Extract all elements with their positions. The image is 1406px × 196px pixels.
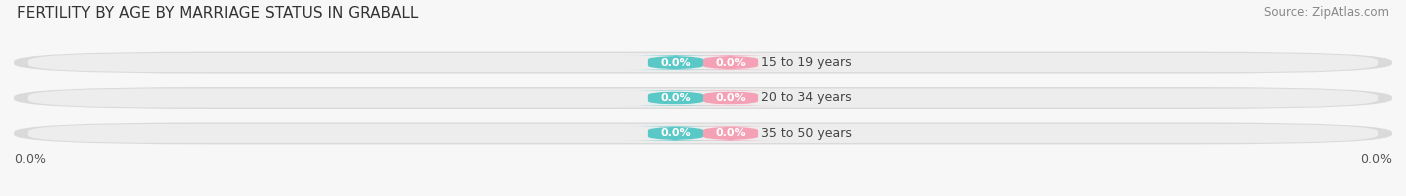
Text: FERTILITY BY AGE BY MARRIAGE STATUS IN GRABALL: FERTILITY BY AGE BY MARRIAGE STATUS IN G… [17, 6, 418, 21]
FancyBboxPatch shape [28, 88, 1378, 108]
Text: 15 to 19 years: 15 to 19 years [761, 56, 852, 69]
Text: 0.0%: 0.0% [661, 58, 690, 68]
FancyBboxPatch shape [14, 52, 1392, 74]
FancyBboxPatch shape [675, 126, 786, 141]
FancyBboxPatch shape [675, 55, 786, 70]
Text: 0.0%: 0.0% [716, 128, 745, 138]
Text: 35 to 50 years: 35 to 50 years [761, 127, 852, 140]
Text: 0.0%: 0.0% [716, 58, 745, 68]
Text: 0.0%: 0.0% [661, 128, 690, 138]
FancyBboxPatch shape [675, 91, 786, 105]
FancyBboxPatch shape [620, 55, 731, 70]
FancyBboxPatch shape [28, 124, 1378, 143]
Text: 0.0%: 0.0% [716, 93, 745, 103]
FancyBboxPatch shape [620, 91, 731, 105]
FancyBboxPatch shape [14, 122, 1392, 144]
Text: 0.0%: 0.0% [661, 93, 690, 103]
Text: 0.0%: 0.0% [14, 153, 46, 166]
FancyBboxPatch shape [620, 126, 731, 141]
Text: 20 to 34 years: 20 to 34 years [761, 92, 852, 104]
FancyBboxPatch shape [14, 87, 1392, 109]
FancyBboxPatch shape [28, 53, 1378, 72]
Text: Source: ZipAtlas.com: Source: ZipAtlas.com [1264, 6, 1389, 19]
Legend: Married, Unmarried: Married, Unmarried [616, 192, 790, 196]
Text: 0.0%: 0.0% [1360, 153, 1392, 166]
